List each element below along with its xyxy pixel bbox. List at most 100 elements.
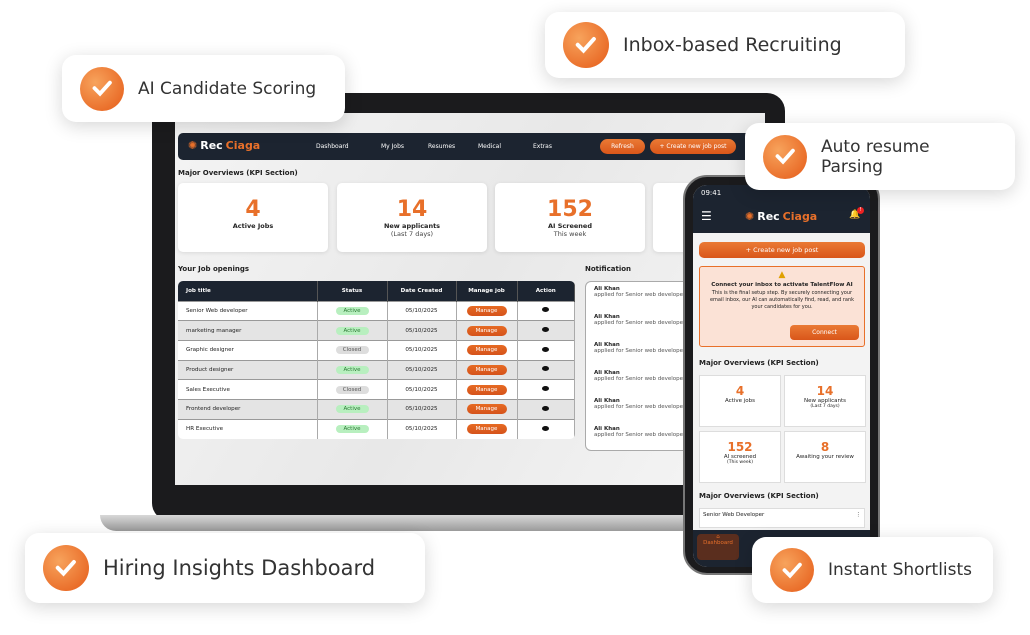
jobs-section-title: Your Job openings (178, 265, 250, 273)
home-icon: ⌂ (716, 534, 720, 540)
job-title: Graphic designer (178, 339, 318, 361)
notification-text: applied for Senior web developer (594, 376, 686, 382)
notification-name: Ali Khan (594, 314, 620, 320)
date-created: 05/10/2025 (387, 300, 457, 321)
status-badge: Closed (335, 385, 369, 394)
nav-medical[interactable]: Medical (478, 143, 501, 150)
connect-button[interactable]: Connect (790, 325, 859, 340)
callout-label: Inbox-based Recruiting (623, 34, 842, 56)
mobile-kpi-ai-screened: 152 AI screened (This week) (699, 431, 781, 483)
callout-label: Instant Shortlists (828, 560, 973, 580)
notification-name: Ali Khan (594, 342, 620, 348)
notification-item[interactable]: Ali Khan applied for Senior web developer (594, 398, 696, 426)
notification-item[interactable]: Ali Khan applied for Senior web developer (594, 314, 696, 342)
manage-button[interactable]: Manage (466, 325, 507, 336)
date-created: 05/10/2025 (387, 359, 457, 380)
alert-title: Connect your inbox to activate TalentFlo… (711, 282, 853, 288)
col-job-title: Job title (178, 281, 318, 301)
notification-item[interactable]: Ali Khan applied for Senior web developer (594, 342, 696, 370)
eye-icon[interactable] (542, 405, 550, 411)
table-row: Senior Web developer Active 05/10/2025 M… (178, 300, 575, 321)
refresh-button[interactable]: Refresh (600, 139, 645, 154)
manage-button[interactable]: Manage (466, 345, 507, 356)
nav-my-jobs[interactable]: My Jobs (381, 143, 405, 150)
manage-button[interactable]: Manage (466, 384, 507, 395)
check-icon (770, 548, 814, 592)
mobile-create-job-button[interactable]: + Create new job post (699, 242, 865, 258)
warning-icon: ▲ (778, 270, 786, 280)
callout-auto-resume-parsing: Auto resume Parsing (745, 123, 1015, 190)
mobile-job-title: Senior Web Developer (703, 512, 765, 518)
status-badge: Active (335, 405, 369, 414)
check-icon (563, 22, 609, 68)
manage-button[interactable]: Manage (466, 305, 507, 316)
status-badge: Active (335, 306, 369, 315)
callout-label: AI Candidate Scoring (138, 78, 317, 99)
manage-button[interactable]: Manage (466, 424, 507, 435)
col-date: Date Created (387, 281, 457, 301)
manage-button[interactable]: Manage (466, 364, 507, 375)
menu-icon[interactable]: ☰ (701, 209, 712, 223)
notification-text: applied for Senior web developer (594, 292, 686, 298)
top-navbar: ✺ Rec Ciaga Dashboard My Jobs Resumes Medi… (178, 133, 760, 160)
eye-icon[interactable] (542, 346, 550, 352)
callout-ai-candidate-scoring: AI Candidate Scoring (62, 55, 345, 122)
mobile-kpi-title: Major Overviews (KPI Section) (699, 359, 819, 367)
date-created: 05/10/2025 (387, 320, 457, 341)
jobs-table: Job title Status Date Created Manage job… (178, 281, 575, 439)
notification-name: Ali Khan (594, 370, 620, 376)
status-badge: Active (335, 425, 369, 434)
notification-item[interactable]: Ali Khan applied for Senior web developer (594, 286, 696, 314)
more-icon[interactable]: ⋮ (855, 512, 862, 518)
job-title: HR Executive (178, 418, 318, 439)
eye-icon[interactable] (542, 386, 550, 392)
check-icon (763, 134, 807, 179)
manage-button[interactable]: Manage (466, 404, 507, 415)
table-row: HR Executive Active 05/10/2025 Manage (178, 418, 575, 439)
status-badge: Active (335, 326, 369, 335)
callout-label: Auto resume Parsing (821, 136, 930, 177)
logo: ✺ Rec Ciaga (188, 139, 261, 152)
phone-frame: 09:41 ☰ ✺ Rec Ciaga 🔔 ! + Create new job p… (683, 175, 880, 575)
notification-item[interactable]: Ali Khan applied for Senior web developer (594, 370, 696, 398)
table-row: Sales Executive Closed 05/10/2025 Manage (178, 379, 575, 400)
tab-dashboard[interactable]: ⌂ Dashboard (697, 534, 739, 560)
notification-item[interactable]: Ali Khan applied for Senior web developer (594, 426, 696, 450)
nav-dashboard[interactable]: Dashboard (316, 143, 349, 150)
job-title: Sales Executive (178, 379, 318, 400)
mobile-kpi-active-jobs: 4 Active jobs (699, 375, 781, 427)
col-manage: Manage job (456, 281, 518, 301)
col-status: Status (317, 281, 388, 301)
mobile-kpi-new-applicants: 14 New applicants (Last 7 days) (784, 375, 866, 427)
mobile-kpi-title-2: Major Overviews (KPI Section) (699, 492, 819, 500)
notification-text: applied for Senior web developer (594, 348, 686, 354)
nav-extras[interactable]: Extras (533, 143, 552, 150)
notification-text: applied for Senior web developer (594, 432, 686, 438)
nav-resumes[interactable]: Resumes (428, 143, 456, 150)
notification-title: Notification (585, 265, 632, 273)
bell-icon[interactable]: 🔔 (849, 210, 861, 220)
eye-icon[interactable] (542, 425, 550, 431)
mobile-job-card[interactable]: Senior Web Developer ⋮ (699, 508, 865, 528)
eye-icon[interactable] (542, 327, 550, 333)
notification-name: Ali Khan (594, 398, 620, 404)
kpi-section-title: Major Overviews (KPI Section) (178, 169, 298, 177)
kpi-new-applicants: 14 New applicants (Last 7 days) (337, 183, 487, 252)
notification-text: applied for Senior web developer (594, 320, 686, 326)
job-title: Frontend developer (178, 398, 318, 420)
laptop-base (100, 515, 800, 531)
kpi-ai-screened: 152 AI Screened This week (495, 183, 645, 252)
create-job-button[interactable]: + Create new job post (650, 139, 736, 154)
callout-label: Hiring Insights Dashboard (103, 556, 376, 580)
desktop-screen: ✺ Rec Ciaga Dashboard My Jobs Resumes Medi… (175, 113, 765, 485)
kpi-active-jobs: 4 Active Jobs (178, 183, 328, 252)
date-created: 05/10/2025 (387, 379, 457, 400)
check-icon (43, 545, 89, 591)
table-row: Product designer Active 05/10/2025 Manag… (178, 359, 575, 380)
eye-icon[interactable] (542, 307, 550, 313)
notification-name: Ali Khan (594, 286, 620, 292)
check-icon (80, 66, 124, 111)
eye-icon[interactable] (542, 366, 550, 372)
mobile-kpi-awaiting-review: 8 Awaiting your review (784, 431, 866, 483)
logo: ✺ Rec Ciaga (745, 210, 818, 223)
